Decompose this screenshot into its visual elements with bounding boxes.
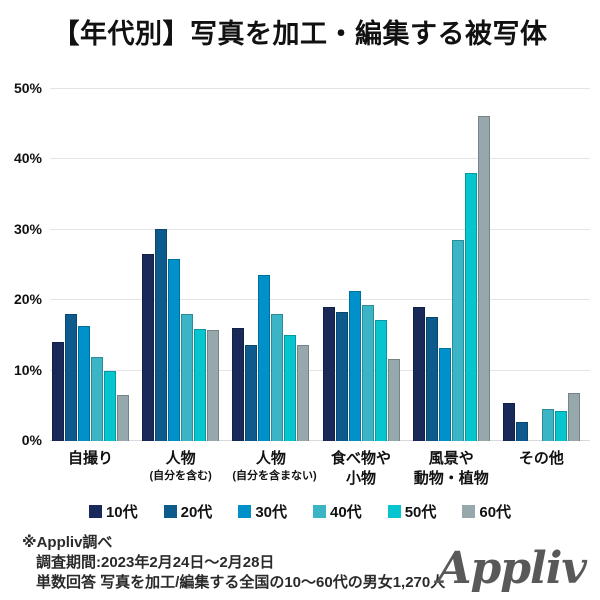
- y-axis-tick-30%: 30%: [13, 220, 42, 237]
- gridline-0%: [50, 440, 590, 441]
- y-axis-tick-20%: 20%: [13, 291, 42, 308]
- bar-20代-4: [335, 312, 348, 441]
- bar-60代-6: [567, 393, 580, 441]
- legend-item-20代: 20代: [163, 501, 213, 522]
- bar-50代-4: [374, 319, 387, 441]
- bar-10代-4: [322, 306, 335, 441]
- bar-20代-1: [65, 314, 77, 441]
- bar-50代-3: [284, 334, 297, 441]
- bar-20代-2: [155, 229, 168, 441]
- bar-group-3: [232, 89, 310, 441]
- bar-10代-5: [412, 306, 425, 441]
- legend-label-40代: 40代: [330, 504, 362, 521]
- gridline-30%: [50, 228, 590, 230]
- bar-60代-2: [207, 330, 220, 441]
- bar-60代-3: [297, 345, 310, 441]
- survey-source: ※Appliv調べ: [22, 534, 113, 551]
- x-axis-labels: 自撮り 人物 (自分を含む) 人物 (自分を含まない) 食べ物や 小物 風景や 動物・植物 その他: [50, 449, 590, 488]
- legend-swatch-10代: [88, 505, 102, 518]
- bar-60代-5: [477, 116, 490, 441]
- bar-30代-2: [168, 259, 181, 441]
- gridline-50%: [50, 88, 590, 89]
- chart-title: 【年代別】写真を加工・編集する被写体: [52, 19, 548, 49]
- bar-group-4: [322, 89, 400, 441]
- bar-10代-1: [52, 342, 64, 441]
- y-axis-tick-40%: 40%: [13, 150, 42, 167]
- bar-30代-3: [258, 274, 271, 441]
- x-axis-label-2: 人物 (自分を含む): [149, 450, 212, 482]
- x-axis-label-1: 自撮り: [67, 450, 113, 467]
- legend-item-30代: 30代: [238, 501, 287, 522]
- legend-item-40代: 40代: [313, 501, 362, 522]
- legend-swatch-50代: [387, 505, 401, 518]
- bar-group-5: [412, 89, 490, 441]
- gridline-20%: [50, 299, 590, 301]
- bar-40代-2: [181, 314, 194, 441]
- bar-10代-2: [142, 254, 155, 441]
- legend-swatch-20代: [163, 505, 177, 518]
- bar-20代-6: [515, 422, 528, 441]
- legend-item-10代: 10代: [88, 501, 138, 522]
- bar-50代-5: [464, 173, 477, 441]
- bar-60代-4: [387, 359, 400, 441]
- legend-swatch-40代: [313, 505, 326, 518]
- bar-30代-4: [348, 291, 361, 441]
- legend-item-50代: 50代: [387, 501, 437, 522]
- legend-label-30代: 30代: [255, 504, 287, 521]
- bar-group-6: [502, 89, 580, 441]
- bar-40代-6: [541, 408, 554, 441]
- legend-label-50代: 50代: [404, 504, 437, 521]
- bar-50代-1: [104, 370, 116, 441]
- gridline-10%: [50, 369, 590, 371]
- gridline-40%: [50, 158, 590, 160]
- bar-10代-3: [232, 328, 245, 441]
- bar-40代-3: [271, 314, 284, 441]
- x-axis-label-3: 人物 (自分を含まない): [232, 450, 317, 482]
- y-axis-tick-10%: 10%: [13, 361, 42, 378]
- legend-swatch-60代: [462, 505, 476, 518]
- bar-40代-1: [91, 356, 103, 441]
- survey-notes: ※Appliv調べ 調査期間:2023年2月24日〜2月28日 単数回答 写真を…: [22, 533, 445, 593]
- appliv-logo: Appliv: [437, 543, 587, 594]
- bar-groups: [50, 89, 590, 441]
- y-axis-tick-0%: 0%: [21, 432, 42, 448]
- bar-30代-5: [438, 348, 451, 441]
- legend-item-60代: 60代: [462, 501, 511, 522]
- bar-10代-6: [502, 402, 515, 441]
- bar-30代-1: [78, 325, 90, 441]
- bar-60代-1: [117, 394, 129, 441]
- bar-50代-6: [554, 410, 567, 441]
- survey-period: 調査期間:2023年2月24日〜2月28日: [36, 553, 275, 571]
- bar-20代-5: [425, 317, 438, 441]
- chart-legend: 10代 20代 30代 40代 50代 60代: [0, 501, 600, 522]
- bar-40代-4: [361, 305, 374, 441]
- bar-20代-3: [245, 345, 258, 441]
- bar-group-1: [52, 89, 129, 441]
- bar-group-2: [142, 89, 220, 441]
- survey-method: 単数回答 写真を加工/編集する全国の10〜60代の男女1,270人: [36, 573, 446, 591]
- legend-label-60代: 60代: [479, 504, 512, 521]
- bar-50代-2: [194, 329, 207, 441]
- legend-swatch-30代: [238, 505, 252, 518]
- x-axis-label-5: 風景や 動物・植物: [413, 450, 489, 487]
- legend-label-10代: 10代: [105, 504, 138, 521]
- legend-label-20代: 20代: [180, 504, 213, 521]
- bar-40代-5: [451, 240, 464, 441]
- y-axis-tick-50%: 50%: [13, 80, 42, 96]
- bar-chart-plot: [50, 88, 590, 441]
- x-axis-label-4: 食べ物や 小物: [331, 450, 392, 487]
- x-axis-label-6: その他: [518, 450, 564, 467]
